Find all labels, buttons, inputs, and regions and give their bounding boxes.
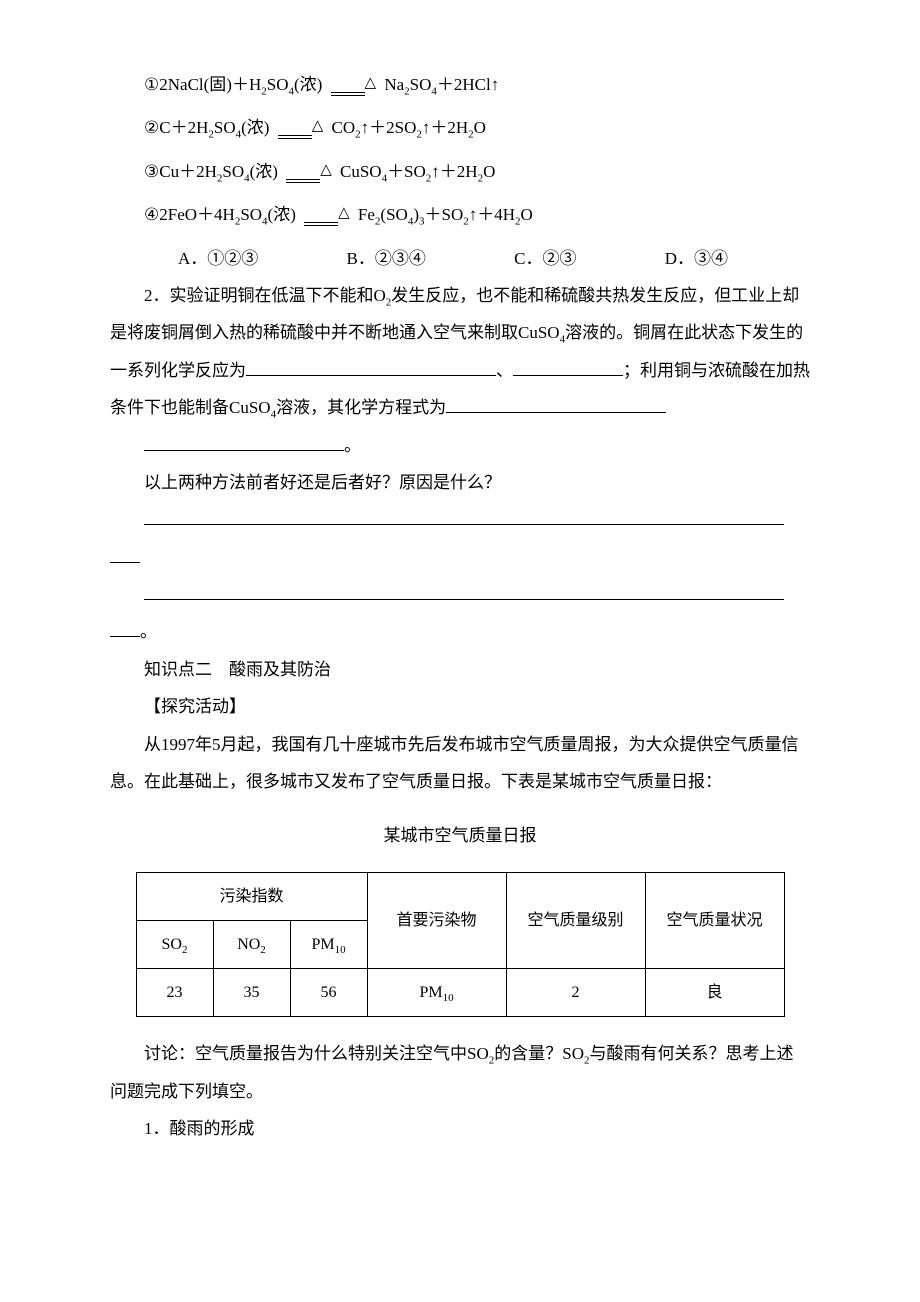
- equation-2: ②C＋2H2SO4(浓) △ CO2↑＋2SO2↑＋2H2O: [110, 109, 810, 146]
- cell-status: 良: [645, 969, 784, 1017]
- question-2-compare: 以上两种方法前者好还是后者好？原因是什么？: [110, 464, 810, 501]
- fill-blank: [246, 354, 496, 375]
- th-quality-status: 空气质量状况: [645, 872, 784, 968]
- th-quality-level: 空气质量级别: [506, 872, 645, 968]
- question-2-text: 2．实验证明铜在低温下不能和O2发生反应，也不能和稀硫酸共热发生反应，但工业上却…: [110, 277, 810, 427]
- cell-primary: PM10: [367, 969, 506, 1017]
- th-pm10: PM10: [290, 921, 367, 969]
- equation-4: ④2FeO＋4H2SO4(浓) △ Fe2(SO4)3＋SO2↑＋4H2O: [110, 196, 810, 233]
- section-2-subtitle: 【探究活动】: [110, 688, 810, 725]
- answer-options: A．①②③ B．②③④ C．②③ D．③④: [110, 240, 810, 277]
- th-so2: SO2: [136, 921, 213, 969]
- fill-blank: [144, 429, 344, 450]
- option-c: C．②③: [480, 240, 576, 277]
- eq1-num: ①: [144, 75, 159, 94]
- answer-line-1: [110, 501, 810, 576]
- th-primary-pollutant: 首要污染物: [367, 872, 506, 968]
- heating-symbol: △: [286, 163, 332, 183]
- answer-line-2: 。: [110, 576, 810, 651]
- air-quality-table: 污染指数 首要污染物 空气质量级别 空气质量状况 SO2 NO2 PM10 23…: [136, 872, 785, 1018]
- table-data-row: 23 35 56 PM10 2 良: [136, 969, 784, 1017]
- section-2-title: 知识点二 酸雨及其防治: [110, 651, 810, 688]
- fill-blank: [446, 392, 666, 413]
- fill-blank: [144, 504, 784, 525]
- equation-3: ③Cu＋2H2SO4(浓) △ CuSO4＋SO2↑＋2H2O: [110, 153, 810, 190]
- section-2-intro: 从1997年5月起，我国有几十座城市先后发布城市空气质量周报，为大众提供空气质量…: [110, 726, 810, 801]
- cell-level: 2: [506, 969, 645, 1017]
- fill-blank: [513, 354, 623, 375]
- question-2-blank-line: 。: [110, 427, 810, 464]
- eq2-num: ②: [144, 118, 159, 137]
- option-a: A．①②③: [144, 240, 258, 277]
- fill-blank: [144, 579, 784, 600]
- acid-rain-heading: 1．酸雨的形成: [110, 1110, 810, 1147]
- option-b: B．②③④: [313, 240, 426, 277]
- cell-no2: 35: [213, 969, 290, 1017]
- fill-blank: [110, 616, 140, 637]
- heating-symbol: △: [331, 76, 377, 96]
- eq3-num: ③: [144, 162, 159, 181]
- heating-symbol: △: [278, 119, 324, 139]
- eq4-num: ④: [144, 205, 159, 224]
- cell-pm10: 56: [290, 969, 367, 1017]
- cell-so2: 23: [136, 969, 213, 1017]
- th-no2: NO2: [213, 921, 290, 969]
- discussion-text: 讨论：空气质量报告为什么特别关注空气中SO2的含量？SO2与酸雨有何关系？思考上…: [110, 1035, 810, 1110]
- table-title: 某城市空气质量日报: [110, 817, 810, 854]
- equation-1: ①2NaCl(固)＋H2SO4(浓) △ Na2SO4＋2HCl↑: [110, 66, 810, 103]
- option-d: D．③④: [631, 240, 728, 277]
- heating-symbol: △: [304, 206, 350, 226]
- th-pollution-index: 污染指数: [136, 872, 367, 920]
- table-header-row-1: 污染指数 首要污染物 空气质量级别 空气质量状况: [136, 872, 784, 920]
- fill-blank: [110, 541, 140, 562]
